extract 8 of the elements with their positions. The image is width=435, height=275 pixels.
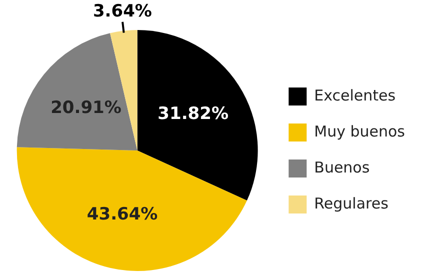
data-label: 20.91% — [50, 98, 122, 118]
legend-label: Regulares — [314, 194, 389, 212]
legend-label: Excelentes — [314, 86, 396, 104]
legend-label: Muy buenos — [314, 122, 406, 140]
data-label: 43.64% — [86, 204, 158, 224]
legend-label: Buenos — [314, 158, 370, 176]
data-label: 31.82% — [158, 104, 228, 124]
data-label: 3.64% — [92, 1, 152, 22]
